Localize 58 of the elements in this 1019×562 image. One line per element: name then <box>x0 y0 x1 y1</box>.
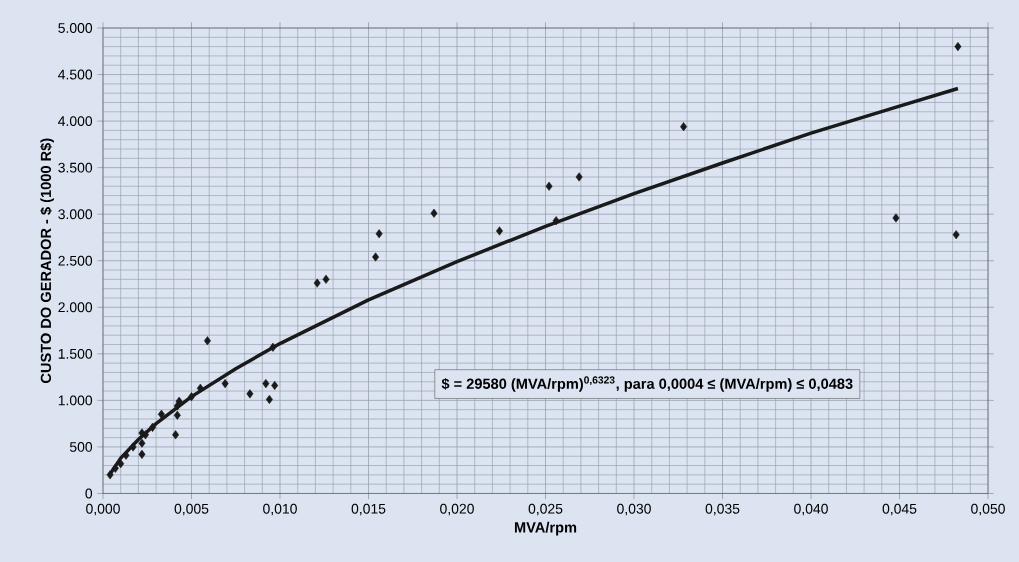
y-axis-title: CUSTO DO GERADOR - $ (1000 R$) <box>40 138 54 384</box>
point <box>246 389 254 399</box>
point <box>552 216 560 226</box>
point <box>138 438 146 448</box>
point <box>271 380 279 391</box>
point <box>313 278 321 288</box>
point <box>138 449 146 459</box>
y-tick-label: 0 <box>85 488 93 499</box>
point <box>157 409 165 419</box>
y-tick-label: 2.000 <box>58 302 93 313</box>
point <box>954 42 962 52</box>
y-tick-label: 3.500 <box>58 162 93 173</box>
point <box>265 394 273 404</box>
point <box>149 422 157 432</box>
point <box>952 230 960 240</box>
point <box>680 122 688 132</box>
x-tick-label: 0,020 <box>440 503 474 516</box>
point <box>262 379 270 389</box>
point <box>430 208 438 218</box>
point <box>575 172 583 182</box>
x-tick-label: 0,000 <box>86 503 120 516</box>
x-tick-label: 0,035 <box>705 503 740 516</box>
y-tick-label: 1.500 <box>58 348 93 359</box>
y-tick-label: 2.500 <box>58 255 93 266</box>
y-tick-label: 4.500 <box>58 69 93 80</box>
point <box>173 410 181 420</box>
x-tick-label: 0,045 <box>882 503 917 516</box>
point <box>196 383 204 393</box>
point <box>172 430 180 440</box>
point <box>269 342 277 352</box>
point <box>892 213 900 223</box>
point <box>129 442 137 452</box>
point <box>117 459 125 469</box>
point <box>203 336 211 346</box>
point <box>221 379 229 389</box>
point <box>188 392 195 402</box>
x-tick-label: 0,040 <box>794 503 828 516</box>
y-tick-label: 3.000 <box>58 209 93 220</box>
point <box>322 274 330 284</box>
point <box>545 181 553 191</box>
x-tick-label: 0,030 <box>617 503 651 516</box>
x-axis-title: MVA/rpm <box>514 521 577 536</box>
x-tick-label: 0,015 <box>351 503 386 516</box>
point <box>496 226 503 236</box>
y-tick-label: 1.000 <box>58 395 93 406</box>
x-tick-label: 0,050 <box>971 503 1005 516</box>
point <box>111 463 119 473</box>
point <box>372 252 380 262</box>
x-tick-label: 0,005 <box>174 503 209 516</box>
point <box>142 430 149 440</box>
x-tick-label: 0,025 <box>528 503 563 516</box>
y-tick-label: 4.000 <box>58 116 93 127</box>
x-tick-label: 0,010 <box>263 503 297 516</box>
y-tick-label: 500 <box>69 441 93 452</box>
y-tick-label: 5.000 <box>58 23 93 33</box>
point <box>106 470 114 480</box>
annotation: $ = 29580 (MVA/rpm)$^{0,6323}$, para 0,0004 ≤ (MVA/rpm) ≤ 0,0483 <box>441 376 853 392</box>
point <box>375 229 383 239</box>
